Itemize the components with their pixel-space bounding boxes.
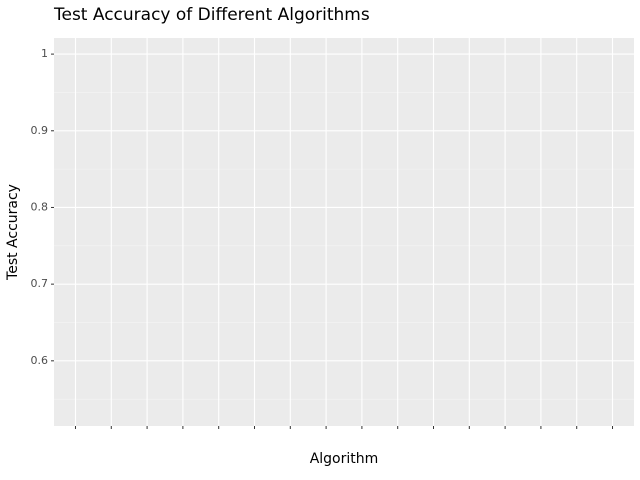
- x-axis-label: Algorithm: [310, 451, 379, 467]
- chart-title: Test Accuracy of Different Algorithms: [53, 5, 370, 25]
- y-tick-label: 0.8: [31, 200, 49, 213]
- y-tick-label: 0.6: [31, 354, 49, 367]
- y-tick-label: 0.7: [31, 277, 49, 290]
- y-tick-label: 0.9: [31, 124, 49, 137]
- y-axis-label: Test Accuracy: [5, 184, 21, 281]
- plot-panel: [54, 38, 634, 426]
- y-tick-label: 1: [41, 47, 48, 60]
